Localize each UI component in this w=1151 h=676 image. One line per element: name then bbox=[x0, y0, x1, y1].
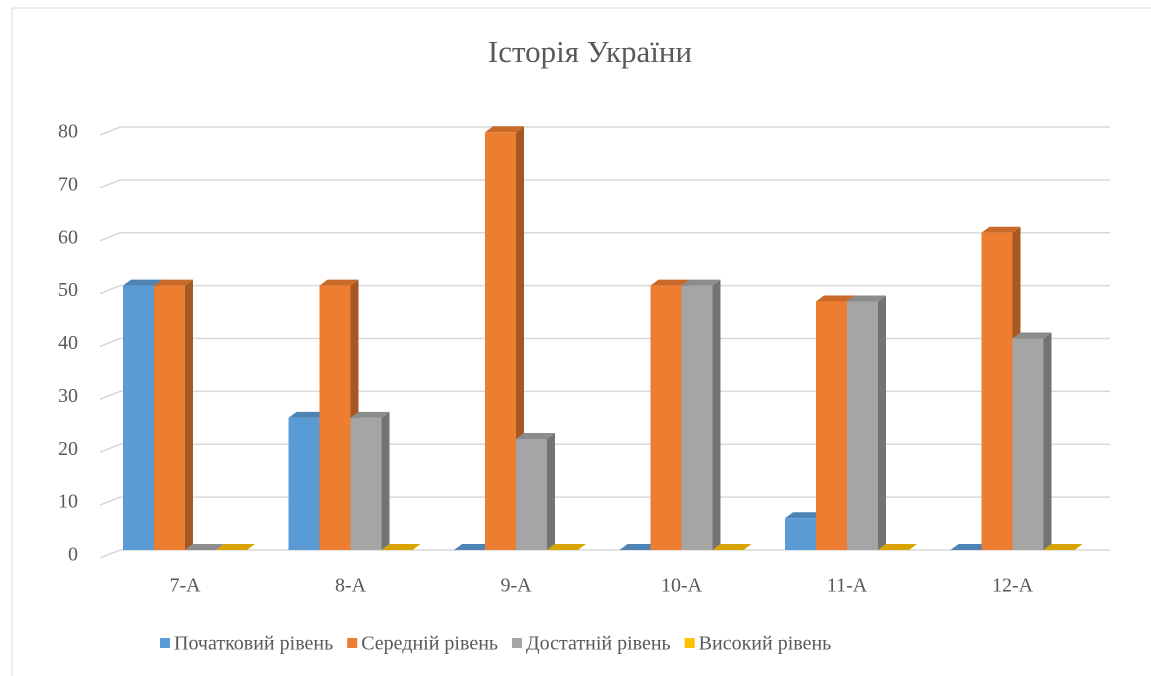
bar-face bbox=[1012, 338, 1044, 550]
bar-face bbox=[350, 417, 382, 550]
grid-line bbox=[99, 496, 1110, 506]
grid-line bbox=[99, 549, 1110, 559]
bar-face bbox=[485, 126, 524, 133]
bar-face bbox=[847, 295, 886, 302]
y-tick-label: 80 bbox=[58, 121, 78, 143]
bar-face bbox=[516, 438, 547, 550]
bar-face bbox=[516, 432, 555, 439]
legend-swatch bbox=[684, 638, 695, 648]
bar-face bbox=[185, 279, 193, 550]
bar-face bbox=[619, 544, 659, 550]
bar-face bbox=[154, 285, 185, 550]
grid-line bbox=[99, 390, 1110, 401]
bar-face bbox=[981, 226, 1021, 233]
bar-face bbox=[319, 285, 351, 550]
bar-face bbox=[547, 544, 586, 550]
chart-title: Історія України bbox=[488, 34, 692, 69]
bar-face bbox=[1043, 332, 1052, 550]
bar-face bbox=[785, 518, 816, 550]
bar-face bbox=[650, 285, 682, 550]
bar-face bbox=[288, 411, 328, 418]
bar-face bbox=[216, 544, 255, 550]
x-tick-label: 10-A bbox=[661, 575, 703, 597]
bar-face bbox=[288, 417, 320, 550]
x-tick-label: 9-A bbox=[500, 575, 532, 597]
bar-face bbox=[712, 279, 721, 550]
legend-label: Достатній рівень bbox=[526, 633, 671, 655]
bar bbox=[1043, 544, 1083, 550]
bar bbox=[1012, 332, 1052, 550]
grid-line bbox=[99, 443, 1110, 453]
bar bbox=[878, 544, 917, 550]
bar bbox=[485, 126, 524, 550]
bar-face bbox=[123, 285, 154, 550]
bar-face bbox=[681, 285, 713, 550]
legend-swatch bbox=[512, 638, 523, 648]
bar-face bbox=[123, 279, 162, 286]
bar bbox=[950, 544, 990, 550]
grid-line bbox=[99, 179, 1110, 189]
bar bbox=[681, 279, 721, 550]
bar-face bbox=[454, 544, 493, 550]
bar bbox=[619, 544, 659, 550]
bar-face bbox=[485, 132, 516, 550]
x-tick-label: 11-A bbox=[827, 575, 868, 597]
bar-face bbox=[319, 279, 359, 286]
bar-face bbox=[381, 411, 390, 550]
legend-swatch bbox=[347, 638, 358, 648]
y-tick-label: 30 bbox=[58, 385, 78, 407]
bar bbox=[185, 544, 224, 550]
bar-face bbox=[1043, 544, 1083, 550]
y-tick-label: 50 bbox=[58, 279, 78, 301]
bar-face bbox=[816, 301, 847, 550]
bar-face bbox=[154, 279, 193, 286]
grid-line bbox=[99, 284, 1110, 295]
bar bbox=[547, 544, 586, 550]
y-tick-label: 70 bbox=[58, 173, 78, 195]
bar bbox=[350, 411, 390, 550]
bar-face bbox=[878, 544, 917, 550]
y-tick-label: 20 bbox=[58, 438, 78, 460]
bar-face bbox=[650, 279, 690, 286]
legend-label: Високий рівень bbox=[699, 633, 832, 655]
legend-label: Середній рівень bbox=[361, 633, 498, 655]
x-tick-label: 7-A bbox=[169, 575, 201, 597]
grid-line bbox=[99, 126, 1110, 136]
bar-face bbox=[712, 544, 752, 550]
bar bbox=[712, 544, 752, 550]
bar-face bbox=[681, 279, 721, 286]
y-tick-label: 10 bbox=[58, 491, 78, 513]
bar bbox=[154, 279, 193, 550]
bar-face bbox=[785, 512, 824, 519]
bar-face bbox=[816, 295, 855, 302]
bar-face bbox=[878, 295, 886, 550]
bar-face bbox=[847, 301, 878, 550]
grid-line bbox=[99, 337, 1110, 348]
bar-face bbox=[185, 544, 224, 550]
x-tick-label: 8-A bbox=[335, 575, 367, 597]
x-tick-label: 12-A bbox=[992, 575, 1034, 597]
legend-swatch bbox=[160, 638, 170, 648]
bar-face bbox=[981, 232, 1013, 550]
chart-border bbox=[11, 7, 1151, 676]
bar bbox=[381, 544, 421, 550]
y-tick-label: 40 bbox=[58, 332, 78, 354]
bar-face bbox=[547, 432, 555, 550]
grid-line bbox=[99, 232, 1110, 242]
bar-face bbox=[381, 544, 421, 550]
legend-label: Початковий рівень bbox=[174, 633, 333, 655]
bar bbox=[516, 432, 555, 550]
bar bbox=[454, 544, 493, 550]
y-tick-label: 60 bbox=[58, 226, 78, 248]
bar-face bbox=[350, 411, 390, 418]
bar bbox=[216, 544, 255, 550]
y-tick-label: 0 bbox=[68, 544, 78, 566]
bar-face bbox=[950, 544, 990, 550]
bar-face bbox=[1012, 332, 1052, 339]
bar bbox=[847, 295, 886, 550]
